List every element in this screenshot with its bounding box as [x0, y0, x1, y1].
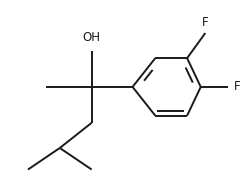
Text: F: F — [234, 80, 240, 93]
Text: OH: OH — [83, 31, 101, 44]
Text: F: F — [202, 16, 209, 29]
